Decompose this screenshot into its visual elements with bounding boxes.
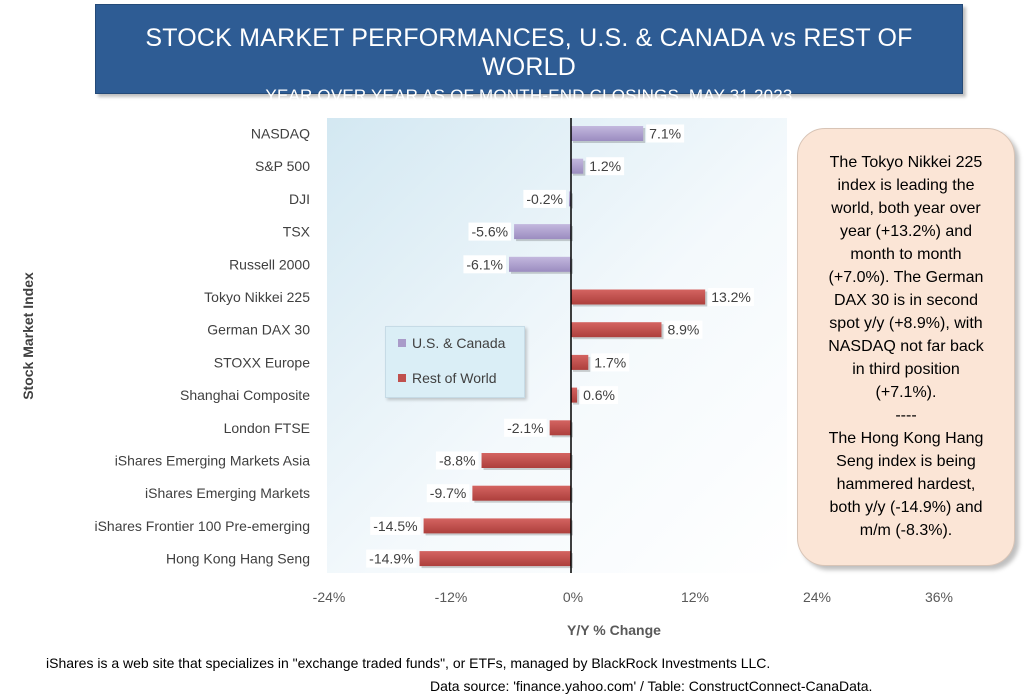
- data-label-background: [435, 451, 479, 470]
- note-line: The Hong Kong Hang: [828, 430, 984, 447]
- note-line: both y/y (-14.9%) and: [829, 499, 983, 516]
- data-label: -0.2%: [526, 191, 563, 207]
- category-label: iShares Emerging Markets: [145, 485, 310, 501]
- bar: [571, 126, 644, 141]
- category-label: iShares Frontier 100 Pre-emerging: [94, 518, 310, 534]
- data-label-background: [664, 320, 703, 339]
- x-tick-label: 0%: [563, 589, 583, 605]
- data-label: 1.7%: [594, 354, 626, 370]
- note-line: DAX 30 is in second: [833, 292, 979, 309]
- data-label: 8.9%: [667, 322, 699, 338]
- note-line: NASDAQ not far back: [828, 338, 984, 355]
- note-line: year (+13.2%) and: [839, 223, 973, 240]
- bar: [571, 158, 584, 174]
- data-label: -5.6%: [471, 224, 508, 240]
- data-label-background: [646, 124, 685, 143]
- chart-subtitle: YEAR OVER YEAR AS OF MONTH-END CLOSINGS,…: [265, 86, 793, 105]
- category-label: Tokyo Nikkei 225: [204, 289, 310, 305]
- note-line: hammered hardest,: [836, 476, 976, 493]
- category-label: Shanghai Composite: [180, 387, 310, 403]
- bar: [472, 485, 571, 501]
- x-tick-label: 24%: [803, 589, 831, 605]
- note-line: (+7.0%). The German: [828, 269, 984, 286]
- note-line: (+7.1%).: [875, 384, 937, 401]
- data-label-background: [366, 549, 417, 568]
- title-banner: STOCK MARKET PERFORMANCES, U.S. & CANADA…: [95, 4, 963, 105]
- category-label: iShares Emerging Markets Asia: [115, 453, 311, 469]
- y-axis-title: Stock Market Index: [20, 272, 36, 400]
- category-label: S&P 500: [255, 158, 310, 174]
- bar: [481, 453, 571, 468]
- x-tick-label: -12%: [435, 589, 468, 605]
- data-label-background: [591, 353, 630, 372]
- data-label: -8.8%: [439, 453, 476, 469]
- legend-item-us-canada: U.S. & Canada: [398, 335, 505, 351]
- bar: [419, 551, 571, 567]
- data-label: -6.1%: [466, 256, 503, 272]
- data-label-background: [468, 222, 512, 241]
- note-line: spot y/y (+8.9%), with: [829, 315, 983, 332]
- category-label: NASDAQ: [251, 126, 310, 142]
- annotation-note: The Tokyo Nikkei 225 index is leading th…: [797, 128, 1015, 566]
- bar: [571, 354, 589, 370]
- legend-item-rest-of-world: Rest of World: [398, 370, 497, 386]
- note-line: month to month: [850, 246, 962, 263]
- footer-source: Data source: 'finance.yahoo.com' / Table…: [430, 678, 873, 694]
- note-line: Seng index is being: [836, 453, 976, 470]
- note-line: in third position: [852, 361, 960, 378]
- category-label: TSX: [283, 224, 311, 240]
- data-label-background: [586, 157, 625, 176]
- note-line: ----: [895, 407, 917, 424]
- note-line: The Tokyo Nikkei 225: [829, 154, 983, 171]
- x-axis-title: Y/Y % Change: [567, 622, 661, 638]
- legend-swatch-rest-of-world: [398, 374, 406, 382]
- bar: [571, 387, 578, 403]
- data-label-background: [523, 189, 566, 208]
- x-tick-label: -24%: [313, 589, 346, 605]
- data-label-background: [580, 386, 619, 405]
- data-label: 1.2%: [589, 158, 621, 174]
- data-label-background: [370, 516, 421, 535]
- bar: [571, 322, 662, 338]
- data-label: 13.2%: [711, 289, 751, 305]
- note-line: index is leading the: [837, 177, 975, 194]
- chart-title: STOCK MARKET PERFORMANCES, U.S. & CANADA…: [145, 24, 913, 81]
- bar: [571, 289, 706, 305]
- category-label: STOXX Europe: [214, 354, 310, 370]
- x-tick-label: 36%: [925, 589, 953, 605]
- data-label: 0.6%: [583, 387, 615, 403]
- bar: [549, 420, 571, 436]
- bar: [514, 224, 571, 240]
- data-label: -2.1%: [507, 420, 544, 436]
- category-label: Hong Kong Hang Seng: [166, 551, 310, 567]
- legend: U.S. & Canada Rest of World: [385, 326, 525, 398]
- data-label-background: [708, 288, 754, 306]
- x-tick-label: 12%: [681, 589, 709, 605]
- category-label: Russell 2000: [229, 256, 310, 272]
- bar: [423, 518, 571, 534]
- data-label: -9.7%: [430, 485, 467, 501]
- data-label-background: [504, 418, 547, 437]
- bar-shadow: [570, 193, 573, 209]
- footer-description: iShares is a web site that specializes i…: [46, 655, 771, 671]
- data-label: -14.9%: [369, 551, 413, 567]
- bar: [508, 256, 571, 272]
- category-label: London FTSE: [224, 420, 310, 436]
- bar: [568, 191, 571, 207]
- data-label: 7.1%: [649, 126, 681, 142]
- data-label-background: [426, 484, 470, 503]
- note-line: m/m (-8.3%).: [859, 522, 953, 539]
- note-line: world, both year over: [831, 200, 981, 217]
- data-label-background: [463, 255, 506, 274]
- legend-label-us-canada: U.S. & Canada: [412, 335, 506, 351]
- category-label: German DAX 30: [207, 322, 310, 338]
- legend-label-rest-of-world: Rest of World: [412, 370, 497, 386]
- data-label: -14.5%: [373, 518, 417, 534]
- category-label: DJI: [289, 191, 310, 207]
- legend-swatch-us-canada: [398, 339, 406, 347]
